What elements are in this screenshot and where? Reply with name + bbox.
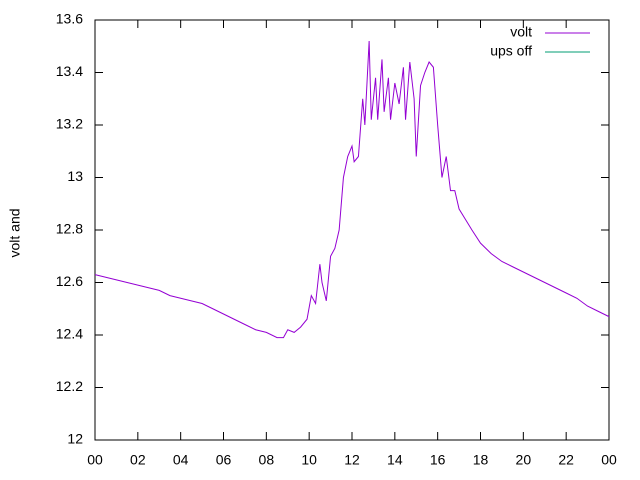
x-tick-label: 22 <box>558 452 574 468</box>
x-tick-label: 10 <box>301 452 317 468</box>
y-tick-label: 13 <box>67 168 83 184</box>
y-tick-label: 12.8 <box>56 221 83 237</box>
x-tick-label: 00 <box>87 452 103 468</box>
plot-border <box>94 19 610 441</box>
x-tick-label: 14 <box>387 452 403 468</box>
x-tick-label: 20 <box>516 452 532 468</box>
x-tick-label: 02 <box>130 452 146 468</box>
series-line <box>94 40 610 339</box>
y-tick-label: 12.6 <box>56 273 83 289</box>
x-tick-label: 00 <box>601 452 617 468</box>
y-tick-label: 12 <box>67 431 83 447</box>
legend-label: volt <box>510 24 532 40</box>
y-tick-label: 12.2 <box>56 378 83 394</box>
x-tick-label: 12 <box>344 452 360 468</box>
x-tick-label: 06 <box>216 452 232 468</box>
y-tick-label: 12.4 <box>56 326 83 342</box>
x-tick-label: 08 <box>259 452 275 468</box>
y-tick-label: 13.4 <box>56 63 83 79</box>
x-tick-label: 18 <box>473 452 489 468</box>
y-axis-label: volt and <box>7 208 23 257</box>
x-tick-label: 04 <box>173 452 189 468</box>
legend-label: ups off <box>490 43 532 59</box>
x-tick-label: 16 <box>430 452 446 468</box>
y-tick-label: 13.2 <box>56 116 83 132</box>
y-tick-label: 13.6 <box>56 11 83 27</box>
